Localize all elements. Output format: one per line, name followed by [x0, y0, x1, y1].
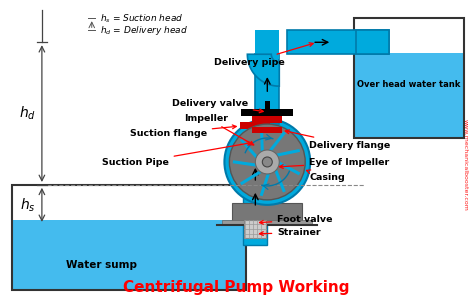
Bar [252, 116, 283, 123]
Text: $h_d$: $h_d$ [19, 104, 36, 122]
Bar [232, 203, 302, 223]
Bar [255, 54, 279, 124]
Circle shape [229, 124, 305, 200]
Bar [222, 220, 312, 225]
Text: www.mechanicalbooster.com: www.mechanicalbooster.com [462, 119, 467, 211]
Bar [355, 53, 463, 137]
Bar [255, 30, 279, 59]
Text: Delivery pipe: Delivery pipe [214, 43, 313, 67]
Text: Impeller: Impeller [184, 114, 254, 145]
Bar [356, 30, 389, 54]
Circle shape [262, 157, 272, 167]
Circle shape [224, 119, 310, 205]
Text: Foot valve: Foot valve [259, 215, 333, 224]
Text: Suction flange: Suction flange [130, 125, 236, 138]
Bar [243, 162, 267, 245]
Text: Over head water tank: Over head water tank [357, 80, 461, 89]
Bar [252, 127, 283, 133]
Text: $h_d$ = Delivery head: $h_d$ = Delivery head [100, 24, 188, 37]
Text: Suction Pipe: Suction Pipe [102, 142, 251, 167]
Text: Centrifugal Pump Working: Centrifugal Pump Working [123, 280, 350, 295]
Text: $h_s$: $h_s$ [20, 196, 36, 214]
Bar [13, 220, 246, 289]
Circle shape [255, 150, 279, 174]
Bar [12, 185, 246, 290]
Bar [245, 220, 266, 238]
Text: Eye of Impeller: Eye of Impeller [280, 159, 390, 168]
Text: Strainer: Strainer [259, 228, 321, 237]
Bar [265, 101, 270, 123]
Text: $h_s$ = Suction head: $h_s$ = Suction head [100, 12, 183, 25]
Polygon shape [247, 54, 279, 86]
Text: Delivery flange: Delivery flange [285, 130, 391, 150]
Bar [241, 109, 293, 116]
Text: Casing: Casing [306, 170, 345, 182]
Text: Delivery valve: Delivery valve [172, 99, 263, 113]
Bar [240, 122, 270, 129]
Bar [354, 18, 464, 138]
Text: Water sump: Water sump [65, 260, 137, 270]
Bar [287, 30, 389, 54]
